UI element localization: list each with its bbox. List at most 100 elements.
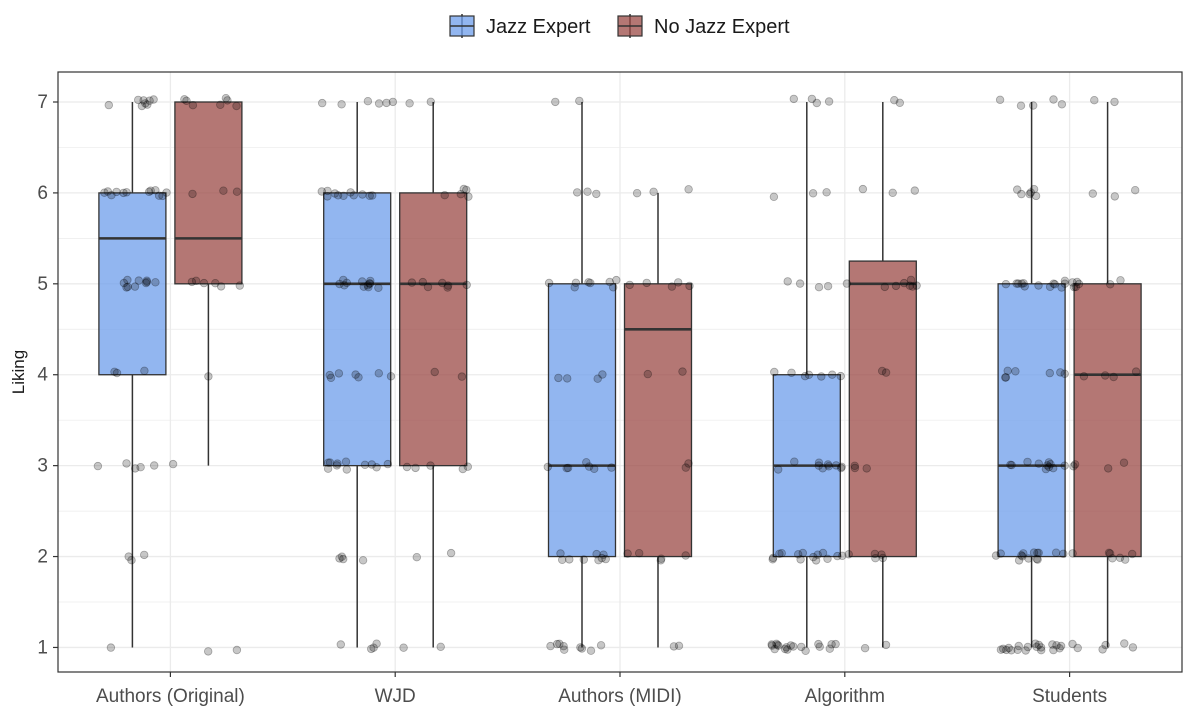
data-point [151, 186, 160, 195]
data-point [609, 283, 618, 292]
data-point [576, 643, 585, 652]
data-point [430, 367, 439, 377]
x-tick-label: WJD [375, 686, 416, 707]
data-point [1108, 554, 1117, 563]
data-point [341, 457, 351, 466]
data-point [123, 282, 132, 291]
data-point [1043, 461, 1052, 470]
data-point [1105, 280, 1115, 289]
data-point [571, 278, 581, 287]
box-no-jazz-expert-0 [174, 101, 243, 466]
data-point [1041, 464, 1051, 474]
data-point [800, 372, 810, 381]
data-point [1014, 641, 1023, 651]
data-point [446, 548, 456, 558]
data-point [145, 96, 154, 105]
data-point [1013, 185, 1022, 194]
data-point [438, 278, 447, 288]
data-point [1006, 460, 1015, 469]
data-point [336, 640, 345, 649]
data-point [895, 98, 904, 107]
data-point [1002, 645, 1011, 655]
data-point [1090, 95, 1099, 105]
data-point [601, 554, 610, 564]
data-point [426, 97, 435, 106]
data-point [1033, 548, 1042, 558]
data-point [827, 640, 836, 649]
data-point [808, 189, 818, 198]
data-point [1120, 639, 1129, 648]
data-point [1032, 642, 1041, 651]
data-point [223, 96, 232, 105]
data-point [775, 549, 784, 558]
data-point [162, 188, 171, 197]
data-point [216, 100, 225, 109]
data-point [139, 550, 149, 560]
data-point [818, 464, 827, 473]
data-point [1059, 549, 1068, 558]
data-point [139, 96, 148, 105]
data-point [342, 465, 351, 474]
data-point [862, 464, 871, 473]
data-point [912, 281, 921, 290]
data-point [133, 95, 143, 105]
data-point [436, 642, 445, 651]
data-point [443, 281, 453, 290]
box-iqr [399, 192, 468, 467]
data-point [323, 464, 333, 473]
data-point [684, 459, 693, 468]
data-point [459, 184, 468, 194]
data-point [1003, 366, 1012, 375]
data-point [1104, 548, 1114, 557]
data-point [204, 372, 213, 381]
data-point [358, 190, 367, 199]
data-point [1110, 192, 1119, 201]
data-point [188, 189, 197, 199]
data-point [1079, 372, 1089, 381]
data-point [1013, 645, 1022, 654]
data-point [136, 463, 145, 472]
boxes [98, 101, 1142, 648]
data-point [333, 459, 342, 468]
data-point [1036, 643, 1046, 652]
data-point [1068, 549, 1077, 558]
data-point [850, 463, 860, 473]
data-point [337, 100, 346, 109]
data-point [1119, 458, 1129, 467]
data-point [374, 283, 383, 292]
data-point [367, 644, 376, 654]
data-point [358, 277, 367, 286]
data-point [372, 463, 381, 472]
data-point [187, 277, 197, 287]
data-point [154, 191, 164, 200]
data-point [860, 644, 870, 653]
data-point [339, 275, 348, 285]
data-point [1001, 280, 1011, 289]
legend: Jazz Expert No Jazz Expert [449, 14, 790, 38]
data-point [823, 460, 833, 469]
data-point [593, 374, 602, 383]
data-point [1021, 646, 1030, 655]
data-point [543, 462, 552, 472]
data-point [599, 550, 608, 559]
data-point [1071, 282, 1080, 292]
data-point [828, 370, 837, 379]
data-point [440, 190, 449, 200]
box-iqr [1073, 283, 1142, 558]
data-point [649, 187, 658, 196]
data-point [899, 278, 909, 288]
data-point [199, 278, 209, 288]
data-point [612, 275, 621, 285]
data-point [597, 553, 606, 563]
data-point [423, 282, 433, 292]
data-point [833, 551, 842, 561]
data-point [812, 98, 821, 108]
data-point [112, 368, 122, 378]
data-point [769, 192, 779, 201]
data-point [333, 191, 343, 200]
data-point [996, 645, 1006, 654]
data-point [104, 100, 113, 110]
data-point [635, 549, 644, 558]
data-point [787, 368, 796, 377]
data-point [1012, 279, 1021, 288]
